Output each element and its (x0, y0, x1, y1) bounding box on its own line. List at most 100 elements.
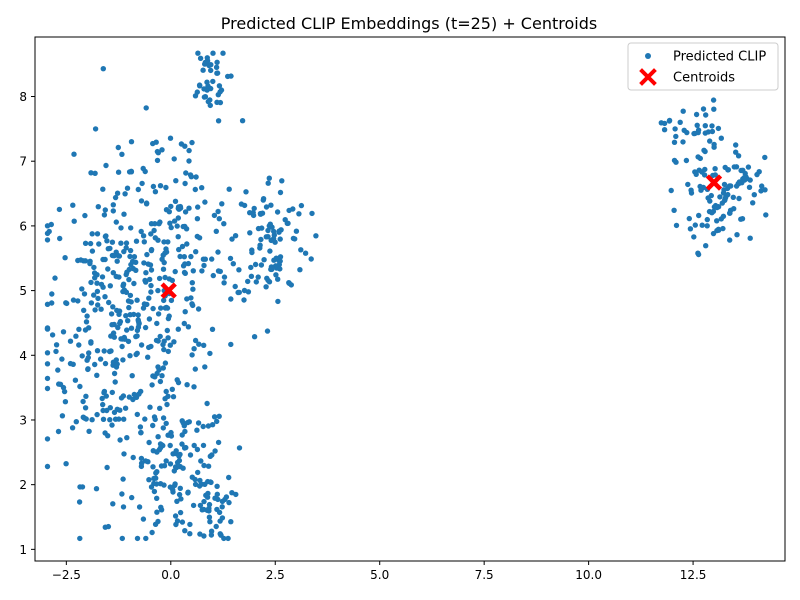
data-point (209, 422, 216, 428)
data-point (102, 256, 108, 263)
data-point (267, 248, 273, 254)
data-point (754, 171, 760, 178)
data-point (215, 249, 221, 255)
data-point (159, 147, 165, 153)
data-point (165, 348, 171, 355)
data-point (201, 262, 207, 269)
data-point (91, 292, 97, 298)
data-point (193, 174, 199, 180)
data-point (672, 126, 678, 132)
data-point (63, 300, 70, 307)
data-point (277, 189, 284, 196)
data-point (265, 227, 271, 234)
data-point (127, 353, 133, 359)
data-point (746, 184, 753, 190)
data-point (116, 311, 122, 317)
data-point (126, 276, 132, 283)
data-point (94, 231, 101, 237)
data-point (172, 481, 178, 487)
data-point (60, 384, 67, 391)
data-point (143, 105, 149, 111)
data-point (100, 416, 107, 422)
data-point (161, 346, 167, 353)
data-point (167, 220, 173, 226)
data-point (661, 127, 668, 133)
data-point (195, 306, 202, 312)
data-point (60, 329, 67, 335)
data-point (123, 240, 130, 246)
data-point (55, 367, 61, 373)
data-point (219, 201, 225, 207)
data-point (763, 212, 769, 218)
data-point (166, 313, 172, 319)
data-point (745, 164, 752, 170)
data-point (127, 247, 134, 254)
data-point (182, 261, 188, 267)
data-point (195, 469, 201, 476)
data-point (148, 231, 154, 237)
data-point (149, 529, 155, 536)
data-point (219, 498, 226, 505)
data-point (81, 307, 87, 313)
data-point (210, 50, 216, 56)
data-point (128, 325, 135, 331)
data-point (85, 354, 92, 361)
data-point (155, 338, 161, 344)
data-point (133, 259, 139, 265)
data-point (298, 202, 305, 209)
data-point (201, 94, 208, 100)
data-point (704, 223, 710, 229)
data-point (102, 360, 109, 367)
data-point (88, 170, 94, 176)
data-point (44, 375, 51, 382)
data-point (686, 215, 692, 222)
data-point (202, 364, 208, 370)
data-point (131, 311, 137, 318)
data-point (182, 209, 189, 215)
data-point (162, 274, 168, 281)
data-point (186, 158, 192, 164)
data-point (196, 483, 203, 489)
data-point (178, 496, 184, 502)
data-point (208, 67, 214, 74)
data-point (186, 205, 192, 211)
data-point (264, 328, 271, 334)
data-point (184, 382, 190, 388)
data-point (44, 326, 51, 332)
data-point (172, 198, 179, 204)
data-point (138, 342, 145, 348)
data-point (718, 216, 724, 222)
data-point (46, 228, 52, 235)
data-point (309, 210, 315, 217)
data-point (228, 519, 234, 525)
data-point (263, 204, 270, 210)
data-point (71, 218, 77, 224)
data-point (230, 261, 236, 267)
data-point (142, 324, 149, 331)
legend-marker-predicted (645, 53, 651, 59)
data-point (138, 430, 144, 436)
data-point (176, 457, 183, 464)
data-point (153, 470, 159, 476)
data-point (108, 348, 114, 354)
data-point (153, 475, 159, 481)
data-point (192, 337, 199, 344)
data-point (82, 327, 89, 333)
data-point (685, 181, 691, 188)
data-point (57, 235, 63, 242)
data-point (226, 186, 232, 192)
data-point (701, 147, 707, 153)
data-point (190, 268, 196, 274)
data-point (48, 221, 54, 228)
data-point (176, 491, 183, 498)
data-point (249, 249, 255, 256)
data-point (156, 367, 162, 373)
data-point (134, 535, 141, 542)
data-point (221, 274, 228, 280)
data-point (197, 55, 204, 61)
data-point (70, 361, 76, 367)
data-point (160, 365, 166, 371)
data-point (100, 66, 107, 72)
data-point (271, 228, 277, 235)
data-point (217, 268, 223, 275)
